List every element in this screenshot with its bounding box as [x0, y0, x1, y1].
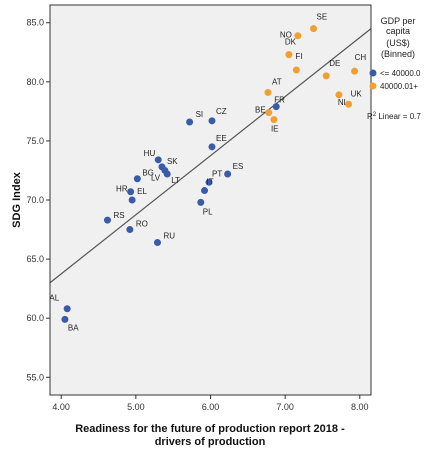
plot-frame	[49, 4, 372, 396]
y-tick-label: 55.0	[26, 372, 44, 382]
data-point-hu	[154, 156, 162, 164]
point-label-sk: SK	[167, 157, 178, 166]
data-point-de	[322, 72, 330, 80]
point-label-ba: BA	[68, 323, 79, 332]
legend-title-line3: (US$)	[386, 38, 410, 48]
point-label-pl: PL	[203, 207, 213, 216]
point-label-de: DE	[329, 59, 340, 68]
point-label-ru: RU	[163, 232, 175, 241]
point-label-uk: UK	[351, 89, 363, 98]
data-point-el	[128, 196, 136, 204]
y-tick-label: 75.0	[26, 136, 44, 146]
fit-legend-r: R	[367, 112, 373, 121]
data-point-cz	[208, 117, 216, 125]
point-label-si: SI	[196, 110, 204, 119]
fit-line	[49, 28, 372, 284]
data-point-rs	[103, 216, 111, 224]
legend: GDP per capita (US$) (Binned) <= 40000.0…	[367, 16, 421, 121]
x-tick-label: 8.00	[351, 402, 369, 412]
point-label-rs: RS	[113, 211, 124, 220]
point-label-hr: HR	[116, 185, 128, 194]
point-label-bg: BG	[142, 169, 154, 178]
point-label-at: AT	[272, 77, 282, 86]
point-label-fi: FI	[295, 52, 302, 61]
data-point-nl	[335, 91, 343, 99]
y-tick-label: 65.0	[26, 254, 44, 264]
point-label-ro: RO	[136, 220, 148, 229]
x-tick-label: 5.00	[127, 402, 145, 412]
data-point-ru	[153, 239, 161, 247]
data-point-hr	[127, 188, 135, 196]
data-point-pl	[197, 198, 205, 206]
data-point-be	[265, 109, 273, 117]
data-point-bg	[133, 175, 141, 183]
y-tick-label: 60.0	[26, 313, 44, 323]
legend-marker-high	[369, 82, 377, 90]
point-label-al: AL	[49, 294, 59, 303]
data-point-si	[186, 118, 194, 126]
point-label-pt: PT	[212, 169, 222, 178]
fit-legend-suffix: Linear = 0.7	[376, 112, 421, 121]
data-point-fr	[272, 103, 280, 111]
x-axis-title-line2: drivers of production	[155, 436, 266, 448]
x-tick-label: 4.00	[52, 402, 70, 412]
point-label-el: EL	[137, 187, 147, 196]
legend-label-low: <= 40000.0	[380, 69, 421, 78]
point-label-cz: CZ	[216, 107, 227, 116]
point-label-se: SE	[317, 13, 328, 22]
plot-background	[50, 5, 371, 395]
point-label-lt: LT	[171, 176, 180, 185]
data-point-fi	[292, 66, 300, 74]
x-tick-label: 7.00	[276, 402, 294, 412]
data-point-dk	[285, 51, 293, 59]
x-axis-title-line1: Readiness for the future of production r…	[75, 423, 345, 435]
y-tick-label: 80.0	[26, 77, 44, 87]
point-label-nl: NL	[338, 98, 349, 107]
legend-title-line2: capita	[386, 26, 410, 36]
data-point-uk	[345, 100, 353, 108]
point-label-ee: EE	[216, 134, 227, 143]
data-point-ro	[126, 226, 134, 234]
data-point-ee	[208, 143, 216, 151]
legend-label-high: 40000.01+	[380, 82, 418, 91]
data-point-no	[294, 32, 302, 40]
point-label-it: IT	[207, 178, 214, 187]
point-label-be: BE	[255, 106, 266, 115]
data-point-pt	[205, 178, 213, 186]
data-point-ie	[270, 116, 278, 124]
data-point-at	[264, 88, 272, 96]
point-label-ch: CH	[355, 53, 367, 62]
data-point-al	[63, 305, 71, 313]
point-label-hu: HU	[144, 149, 156, 158]
legend-title-line4: (Binned)	[381, 49, 415, 59]
data-point-ba	[61, 315, 69, 323]
data-point-it	[201, 187, 209, 195]
y-axis-title: SDG Index	[11, 171, 23, 228]
point-label-es: ES	[233, 162, 244, 171]
point-label-lv: LV	[151, 173, 161, 182]
fit-legend-label: R2 Linear = 0.7	[367, 112, 421, 121]
point-label-ie: IE	[271, 125, 279, 134]
axis-ticks: 4.00 5.00 6.00 7.00 8.00 55.0 60.0 65.0 70.0 75.0…	[26, 18, 368, 412]
point-label-no: NO	[280, 31, 292, 40]
point-label-fr: FR	[274, 96, 285, 105]
data-point-lt	[163, 170, 171, 178]
data-point-es	[224, 170, 232, 178]
data-point-ch	[351, 67, 359, 75]
x-tick-label: 6.00	[202, 402, 220, 412]
point-label-dk: DK	[285, 38, 297, 47]
legend-marker-low	[369, 69, 377, 77]
data-point-se	[310, 25, 318, 33]
y-tick-label: 70.0	[26, 195, 44, 205]
y-tick-label: 85.0	[26, 18, 44, 28]
legend-title-line1: GDP per	[381, 16, 416, 26]
fit-legend-superscript: 2	[373, 112, 377, 118]
